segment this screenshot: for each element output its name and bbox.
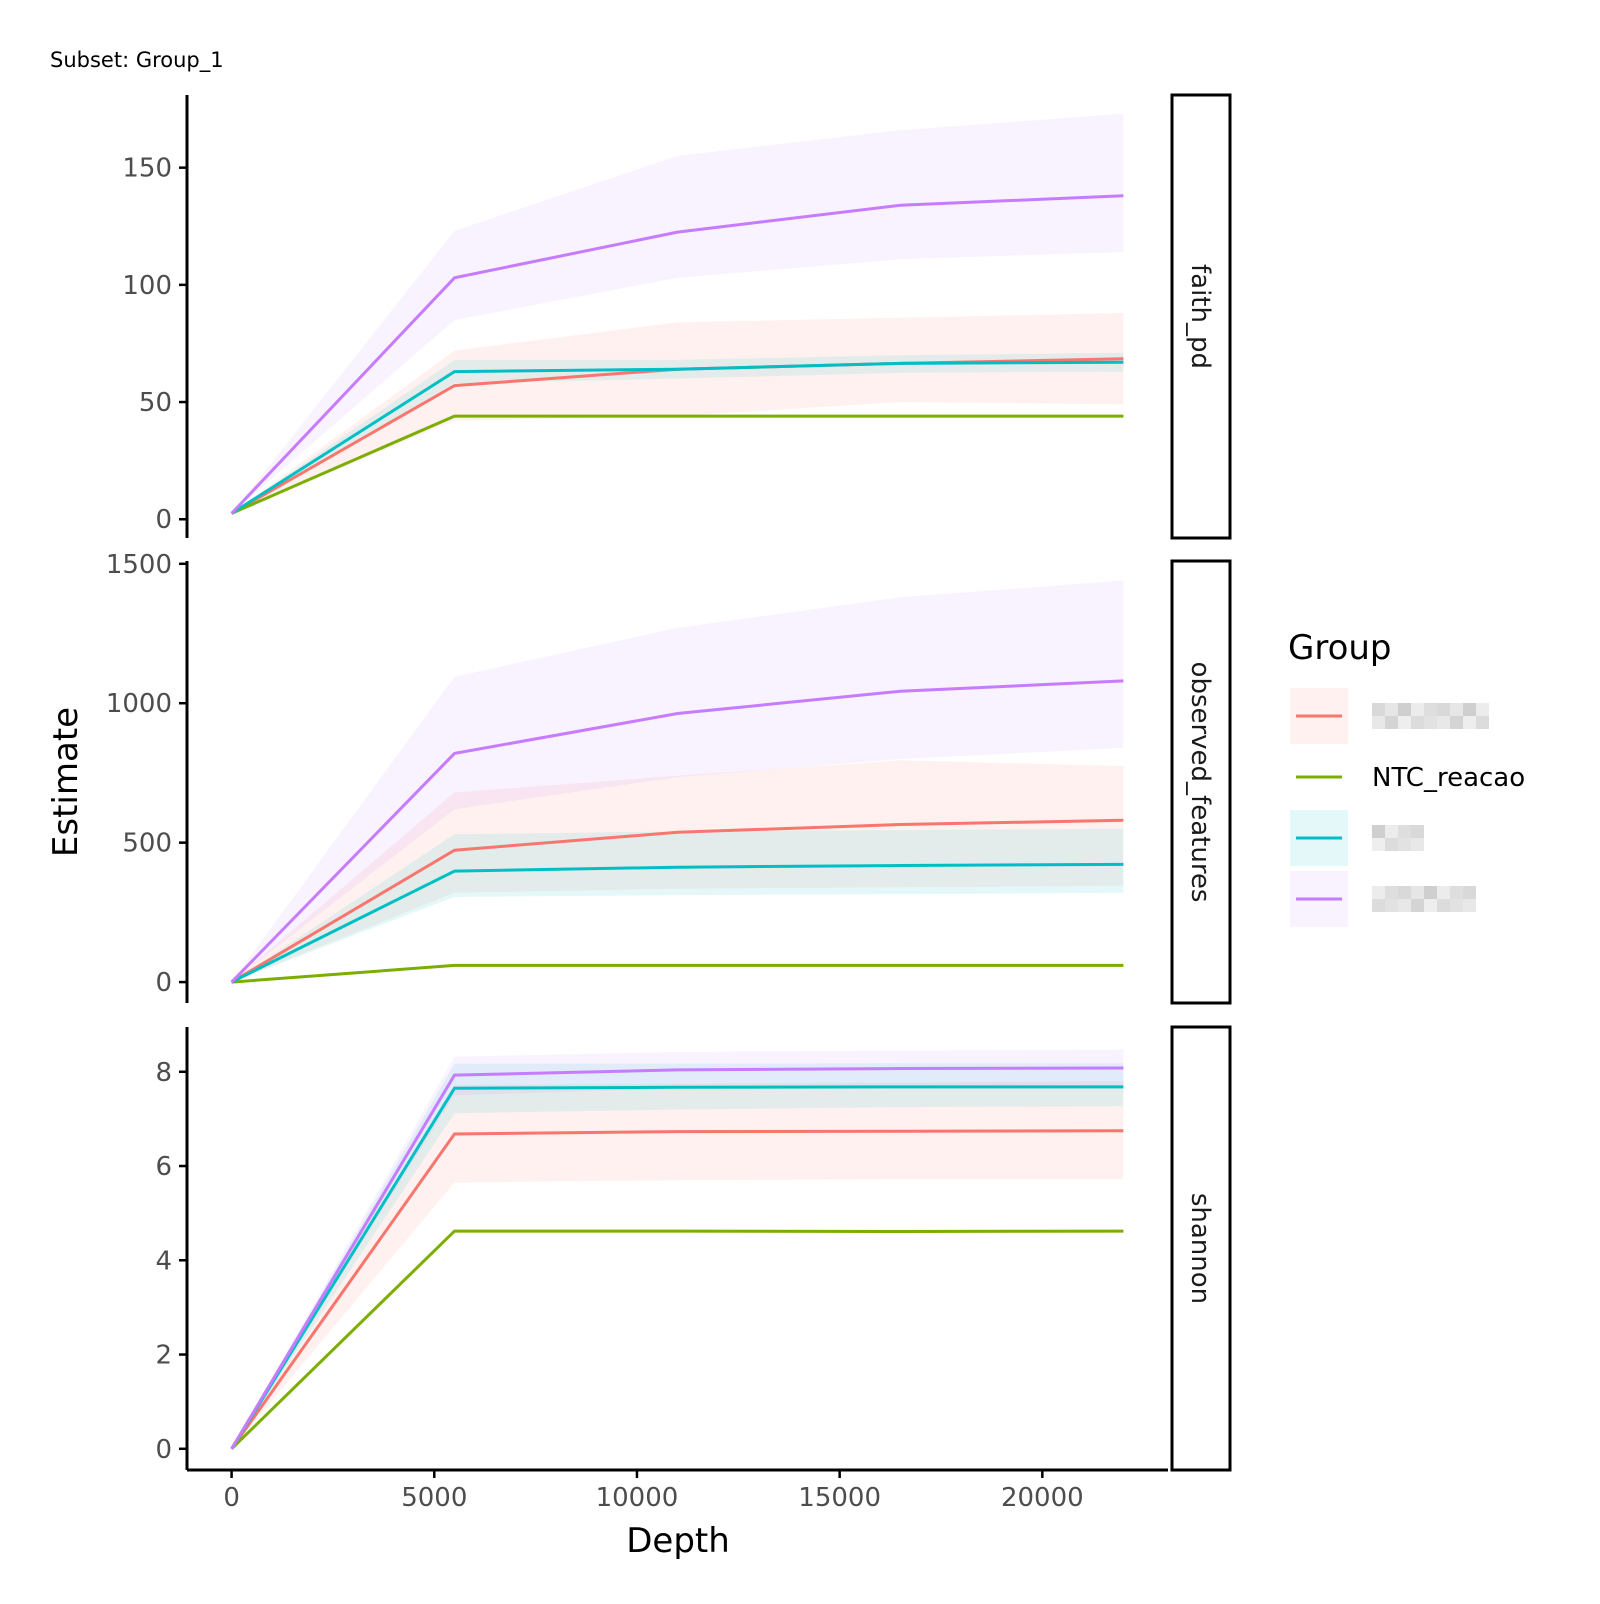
legend-redacted-cell-b-0-6 [1450,716,1463,729]
legend-redacted-cell-3-2 [1398,886,1411,899]
strip-box-faith_pd [1170,93,1232,540]
legend-redacted-cell-2-3 [1411,825,1424,838]
legend-redacted-cell-3-1 [1385,886,1398,899]
line-faith_pd-1 [230,414,1124,515]
legend-redacted-cell-b-0-3 [1411,716,1424,729]
legend-redacted-cell-b-3-2 [1398,899,1411,912]
legend-redacted-cell-0-5 [1437,703,1450,716]
legend-redacted-cell-b-0-2 [1398,716,1411,729]
legend-redacted-cell-b-0-7 [1463,716,1476,729]
legend-redacted-cell-b-0-0 [1372,716,1385,729]
line-faith_pd-3 [230,194,1124,515]
line-shannon-3 [230,1066,1124,1450]
ribbon-observed_features-0 [231,760,1124,983]
strip-box-shannon [1170,1025,1232,1472]
legend-redacted-cell-2-1 [1385,825,1398,838]
y-tick-label-observed_features-0: 0 [155,968,172,998]
y-tick-label-faith_pd-150: 150 [122,154,172,184]
ribbon-faith_pd-3 [231,113,1124,514]
ribbon-shannon-0 [231,1081,1124,1449]
panel-shannon: 0 2 4 6 8 shannon [155,1025,1232,1472]
legend-redacted-cell-b-3-7 [1463,899,1476,912]
legend-redacted-cell-3-0 [1372,886,1385,899]
line-shannon-2 [230,1085,1124,1450]
ribbon-observed_features-2 [231,828,1124,983]
line-shannon-1 [230,1229,1124,1450]
legend-redacted-cell-3-5 [1437,886,1450,899]
legend-redacted-cell-b-3-6 [1450,899,1463,912]
legend-redacted-cell-2-2 [1398,825,1411,838]
legend-redacted-cell-b-2-3 [1411,838,1424,851]
legend-redacted-cell-0-6 [1450,703,1463,716]
legend-redacted-cell-b-2-1 [1385,838,1398,851]
line-observed_features-0 [230,818,1124,984]
strip-label-observed_features: observed_features [1185,662,1215,903]
ribbon-faith_pd-0 [231,313,1124,514]
y-axis-title: Estimate [46,707,86,857]
panels-layer: 0 50 100 150 faith_pd 0 500 1000 1500 observed_fe… [106,93,1232,1472]
legend-redacted-cell-b-0-1 [1385,716,1398,729]
legend-redacted-cell-0-4 [1424,703,1437,716]
y-tick-label-faith_pd-100: 100 [122,271,172,301]
x-tick-label-0: 0 [223,1483,240,1513]
y-tick-label-faith_pd-50: 50 [139,388,172,418]
line-shannon-0 [230,1129,1124,1450]
legend-redacted-cell-0-3 [1411,703,1424,716]
x-axis: 0 5000 10000 15000 20000 [187,1468,1168,1513]
line-faith_pd-2 [230,360,1124,515]
legend-redacted-cell-b-3-4 [1424,899,1437,912]
y-tick-label-shannon-8: 8 [155,1058,172,1088]
y-tick-label-shannon-0: 0 [155,1435,172,1465]
legend-redacted-cell-3-7 [1463,886,1476,899]
legend-redacted-cell-0-1 [1385,703,1398,716]
legend-redacted-cell-0-8 [1476,703,1489,716]
legend: Group NTC_reacao [1288,628,1525,927]
panel-faith_pd: 0 50 100 150 faith_pd [122,93,1232,540]
ribbon-faith_pd-2 [231,352,1124,514]
line-observed_features-2 [230,862,1124,984]
y-tick-label-shannon-4: 4 [155,1246,172,1276]
ribbon-shannon-2 [231,1063,1124,1449]
x-axis-title: Depth [626,1521,730,1561]
legend-redacted-cell-b-3-3 [1411,899,1424,912]
legend-redacted-cell-b-0-5 [1437,716,1450,729]
strip-label-shannon: shannon [1185,1193,1215,1304]
y-tick-label-faith_pd-0: 0 [155,505,172,535]
strip-box-observed_features [1170,559,1232,1005]
legend-redacted-cell-0-7 [1463,703,1476,716]
legend-redacted-cell-b-0-4 [1424,716,1437,729]
legend-redacted-cell-b-2-0 [1372,838,1385,851]
legend-label-1: NTC_reacao [1372,763,1525,793]
legend-redacted-cell-3-4 [1424,886,1437,899]
panel-observed_features: 0 500 1000 1500 observed_features [106,550,1232,1005]
y-tick-label-shannon-2: 2 [155,1341,172,1371]
legend-redacted-cell-2-0 [1372,825,1385,838]
line-observed_features-3 [230,679,1124,984]
x-tick-label-20000: 20000 [1001,1483,1084,1513]
legend-redacted-cell-0-2 [1398,703,1411,716]
x-tick-label-10000: 10000 [596,1483,679,1513]
y-tick-label-observed_features-1500: 1500 [106,550,172,580]
legend-redacted-cell-3-6 [1450,886,1463,899]
y-tick-label-shannon-6: 6 [155,1152,172,1182]
y-tick-label-observed_features-1000: 1000 [106,689,172,719]
x-tick-label-15000: 15000 [798,1483,881,1513]
strip-label-faith_pd: faith_pd [1185,264,1215,369]
x-tick-label-5000: 5000 [401,1483,467,1513]
subtitle: Subset: Group_1 [50,48,224,73]
line-observed_features-1 [231,963,1124,984]
legend-title: Group [1288,628,1392,668]
legend-redacted-cell-0-0 [1372,703,1385,716]
legend-redacted-cell-b-3-1 [1385,899,1398,912]
legend-redacted-cell-3-3 [1411,886,1424,899]
ribbon-observed_features-3 [231,580,1124,983]
y-tick-label-observed_features-500: 500 [122,829,172,859]
legend-redacted-cell-b-2-2 [1398,838,1411,851]
legend-redacted-cell-b-0-8 [1476,716,1489,729]
legend-redacted-cell-b-3-5 [1437,899,1450,912]
legend-redacted-cell-b-3-0 [1372,899,1385,912]
